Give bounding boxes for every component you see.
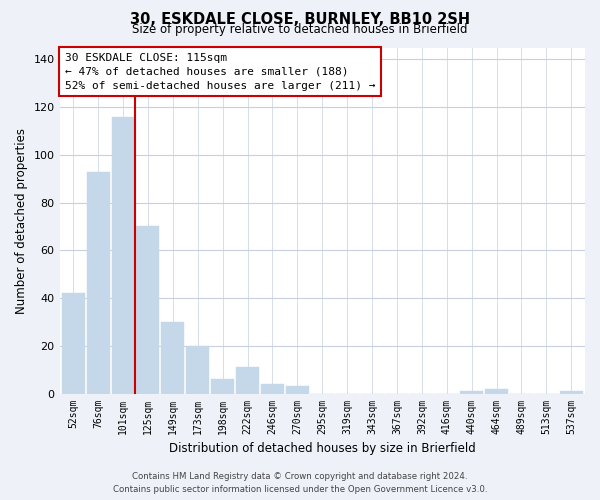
Bar [261,384,284,394]
Text: Size of property relative to detached houses in Brierfield: Size of property relative to detached ho… [132,22,468,36]
Text: 30 ESKDALE CLOSE: 115sqm
← 47% of detached houses are smaller (188)
52% of semi-: 30 ESKDALE CLOSE: 115sqm ← 47% of detach… [65,52,375,90]
Bar [485,389,508,394]
Bar [560,391,583,394]
Bar [136,226,160,394]
X-axis label: Distribution of detached houses by size in Brierfield: Distribution of detached houses by size … [169,442,476,455]
Bar [236,368,259,394]
Text: Contains HM Land Registry data © Crown copyright and database right 2024.
Contai: Contains HM Land Registry data © Crown c… [113,472,487,494]
Text: 30, ESKDALE CLOSE, BURNLEY, BB10 2SH: 30, ESKDALE CLOSE, BURNLEY, BB10 2SH [130,12,470,28]
Y-axis label: Number of detached properties: Number of detached properties [15,128,28,314]
Bar [186,346,209,394]
Bar [86,172,110,394]
Bar [62,294,85,394]
Bar [211,379,234,394]
Bar [286,386,309,394]
Bar [460,391,483,394]
Bar [161,322,184,394]
Bar [112,116,134,394]
